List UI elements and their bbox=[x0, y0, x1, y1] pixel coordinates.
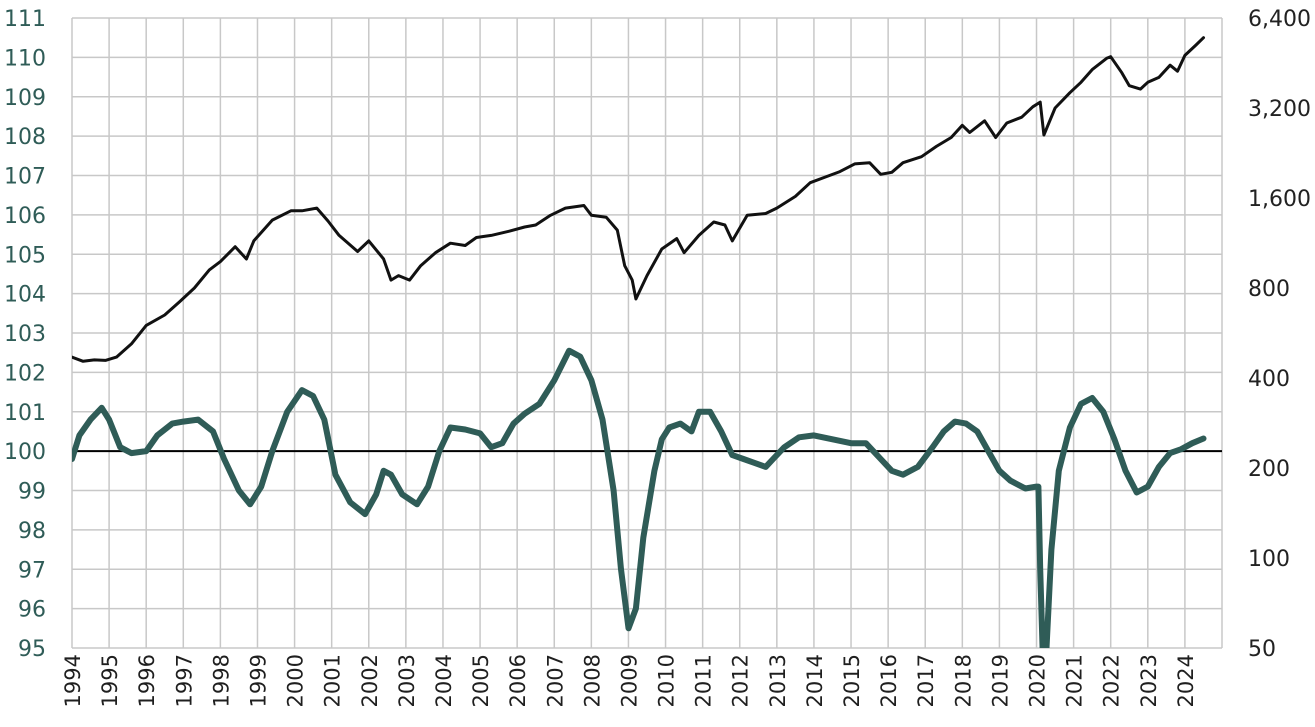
x-tick-label: 1996 bbox=[135, 654, 159, 707]
x-tick-label: 2012 bbox=[729, 654, 753, 707]
x-tick-label: 1997 bbox=[172, 654, 196, 707]
x-tick-label: 2010 bbox=[655, 654, 679, 707]
right-tick-label: 400 bbox=[1248, 367, 1290, 392]
x-tick-label: 2017 bbox=[914, 654, 938, 707]
x-tick-label: 2008 bbox=[580, 654, 604, 707]
x-tick-label: 2005 bbox=[469, 654, 493, 707]
left-tick-label: 102 bbox=[4, 361, 46, 386]
left-tick-label: 99 bbox=[18, 480, 46, 505]
left-tick-label: 106 bbox=[4, 204, 46, 229]
series-lines bbox=[72, 36, 1207, 648]
x-tick-label: 2011 bbox=[692, 654, 716, 707]
x-tick-label: 1994 bbox=[61, 654, 85, 707]
x-tick-label: 2024 bbox=[1174, 654, 1198, 707]
x-tick-label: 2014 bbox=[803, 654, 827, 707]
left-tick-label: 105 bbox=[4, 243, 46, 268]
left-tick-label: 110 bbox=[4, 46, 46, 71]
left-tick-label: 109 bbox=[4, 86, 46, 111]
left-tick-label: 103 bbox=[4, 322, 46, 347]
x-tick-label: 2016 bbox=[877, 654, 901, 707]
right-axis: 50 100 200 400 800 1,600 3,200 6,400 bbox=[1248, 7, 1311, 662]
x-tick-label: 2013 bbox=[766, 654, 790, 707]
right-tick-label: 1,600 bbox=[1248, 187, 1311, 212]
x-tick-label: 1995 bbox=[98, 654, 122, 707]
x-tick-label: 2009 bbox=[617, 654, 641, 707]
right-tick-label: 6,400 bbox=[1248, 7, 1311, 32]
right-tick-label: 800 bbox=[1248, 277, 1290, 302]
left-tick-label: 97 bbox=[18, 558, 46, 583]
x-tick-label: 2004 bbox=[432, 654, 456, 707]
x-tick-label: 2007 bbox=[543, 654, 567, 707]
x-tick-label: 2001 bbox=[321, 654, 345, 707]
left-tick-label: 98 bbox=[18, 519, 46, 544]
left-tick-label: 107 bbox=[4, 165, 46, 190]
left-tick-label: 104 bbox=[4, 283, 46, 308]
left-tick-label: 111 bbox=[4, 7, 46, 32]
right-tick-label: 50 bbox=[1248, 637, 1276, 662]
x-axis: 1994 1995 1996 1997 1998 1999 2000 2001 2002 2003… bbox=[61, 654, 1198, 707]
left-tick-label: 101 bbox=[4, 401, 46, 426]
right-tick-label: 100 bbox=[1248, 547, 1290, 572]
x-tick-label: 2019 bbox=[988, 654, 1012, 707]
x-tick-label: 2020 bbox=[1026, 654, 1050, 707]
right-tick-label: 200 bbox=[1248, 457, 1290, 482]
x-tick-label: 2015 bbox=[840, 654, 864, 707]
right-tick-label: 3,200 bbox=[1248, 97, 1311, 122]
x-tick-label: 1998 bbox=[209, 654, 233, 707]
index-level-line bbox=[72, 36, 1205, 363]
left-tick-label: 96 bbox=[18, 598, 46, 623]
x-tick-label: 2018 bbox=[951, 654, 975, 707]
cycle-indicator-line bbox=[72, 347, 1207, 648]
left-tick-label: 95 bbox=[18, 637, 46, 662]
x-tick-label: 2000 bbox=[284, 654, 308, 707]
x-tick-label: 1999 bbox=[246, 654, 270, 707]
left-axis: 95 96 97 98 99 100 101 102 103 104 105 106 107 108 109… bbox=[4, 7, 46, 662]
x-tick-label: 2022 bbox=[1100, 654, 1124, 707]
x-tick-label: 2002 bbox=[358, 654, 382, 707]
x-tick-label: 2023 bbox=[1137, 654, 1161, 707]
left-tick-label: 100 bbox=[4, 440, 46, 465]
x-tick-label: 2006 bbox=[506, 654, 530, 707]
x-tick-label: 2003 bbox=[395, 654, 419, 707]
x-tick-label: 2021 bbox=[1063, 654, 1087, 707]
left-tick-label: 108 bbox=[4, 125, 46, 150]
